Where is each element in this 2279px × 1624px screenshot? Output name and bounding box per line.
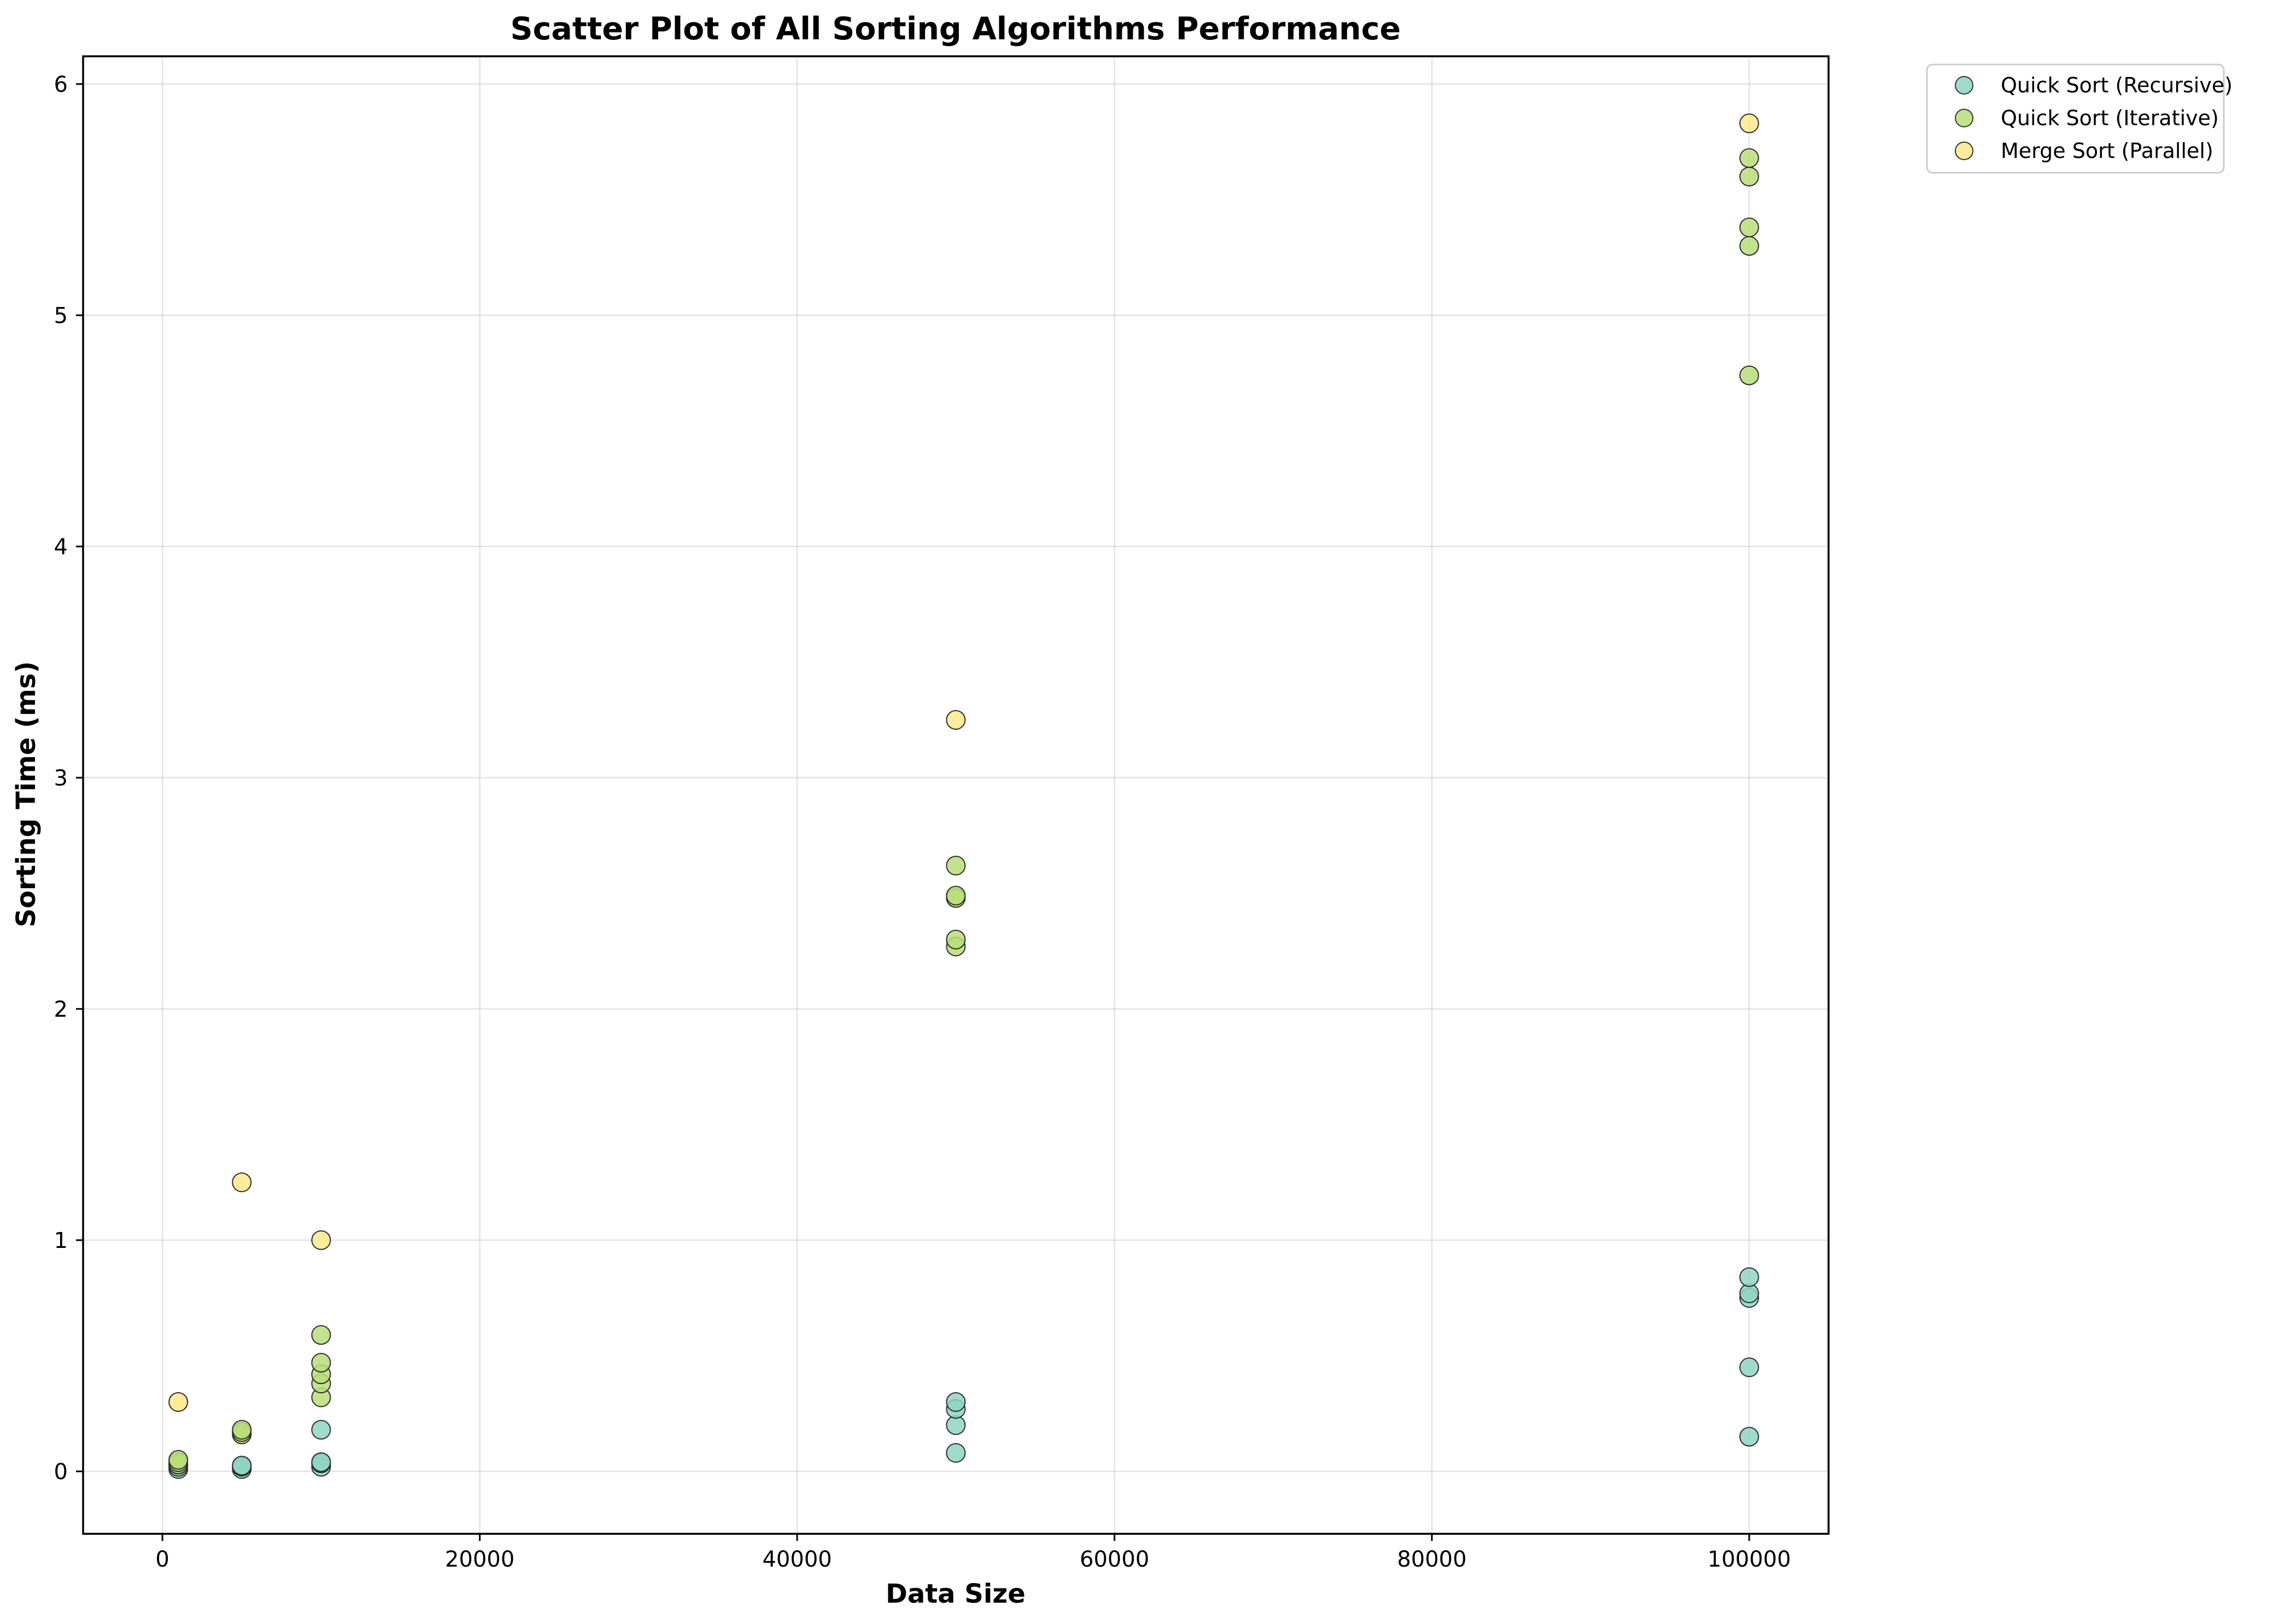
data-point-series-0: [1739, 1267, 1759, 1287]
data-point-series-1: [311, 1352, 331, 1373]
x-axis-label: Data Size: [886, 1579, 1026, 1609]
data-point-series-1: [1739, 365, 1759, 385]
data-point-series-0: [1739, 1427, 1759, 1447]
x-axis-ticks: 0 20000 40000 60000 80000 100000: [155, 1534, 1791, 1572]
data-point-series-1: [1739, 148, 1759, 168]
data-point-series-1: [168, 1450, 189, 1470]
chart-title: Scatter Plot of All Sorting Algorithms P…: [511, 11, 1401, 47]
legend-box: [1926, 63, 2225, 174]
x-tick-label: 60000: [1080, 1547, 1149, 1572]
y-axis-ticks: 0 1 2 3 4 5 6: [54, 72, 83, 1485]
data-point-series-1: [946, 929, 966, 949]
x-tick-label: 40000: [763, 1547, 832, 1572]
data-point-series-1: [1739, 218, 1759, 238]
y-tick-label: 4: [54, 535, 68, 560]
legend-marker-merge-sort-parallel: [1955, 142, 1973, 160]
x-tick-label: 20000: [445, 1547, 514, 1572]
data-point-series-1: [946, 886, 966, 906]
y-tick-label: 2: [54, 997, 68, 1022]
data-point-series-0: [946, 1392, 966, 1412]
legend-label-merge-sort-parallel: Merge Sort (Parallel): [2001, 139, 2213, 163]
legend-marker-quick-sort-iterative: [1955, 109, 1973, 127]
y-tick-label: 1: [54, 1228, 68, 1253]
x-tick-label: 80000: [1397, 1547, 1467, 1572]
grid-lines: [83, 56, 1829, 1534]
x-tick-label: 0: [155, 1547, 169, 1572]
y-tick-label: 3: [54, 766, 68, 791]
data-point-series-0: [311, 1420, 331, 1440]
data-point-series-0: [232, 1456, 252, 1476]
data-point-series-1: [946, 855, 966, 876]
y-tick-label: 0: [54, 1459, 68, 1485]
data-point-series-2: [232, 1172, 252, 1193]
plot-frame: [82, 55, 1830, 1535]
data-point-series-0: [1739, 1357, 1759, 1377]
data-point-series-1: [311, 1325, 331, 1345]
legend: Quick Sort (Recursive) Quick Sort (Itera…: [1926, 63, 2233, 174]
data-point-series-0: [946, 1443, 966, 1463]
y-tick-label: 5: [54, 303, 68, 329]
data-point-series-2: [946, 710, 966, 730]
data-point-series-0: [311, 1452, 331, 1472]
legend-label-quick-sort-recursive: Quick Sort (Recursive): [2001, 73, 2233, 97]
data-point-series-2: [1739, 113, 1759, 133]
data-point-series-1: [1739, 236, 1759, 256]
y-axis-label: Sorting Time (ms): [11, 661, 42, 928]
data-points: [168, 113, 1759, 1479]
data-point-series-2: [311, 1230, 331, 1250]
legend-marker-quick-sort-recursive: [1955, 76, 1973, 95]
data-point-series-2: [168, 1392, 189, 1412]
legend-label-quick-sort-iterative: Quick Sort (Iterative): [2001, 106, 2219, 130]
y-tick-label: 6: [54, 72, 68, 97]
data-point-series-1: [1739, 166, 1759, 186]
data-point-series-1: [232, 1420, 252, 1440]
x-tick-label: 100000: [1708, 1547, 1791, 1572]
